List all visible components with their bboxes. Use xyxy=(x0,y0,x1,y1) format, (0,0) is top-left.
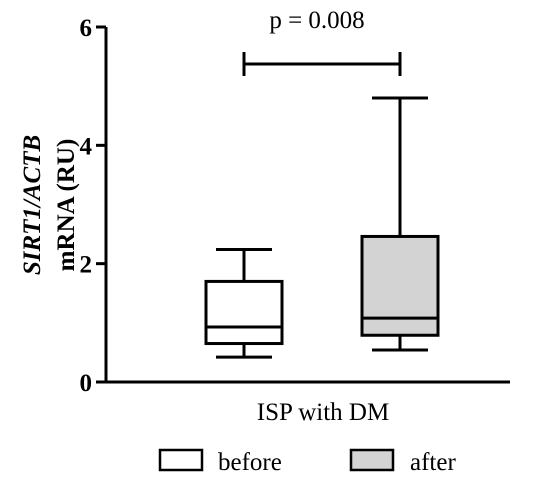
box-iqr xyxy=(360,234,440,337)
box-before xyxy=(204,247,284,359)
x-axis-label: ISP with DM xyxy=(257,399,389,426)
boxes xyxy=(204,96,440,359)
legend-label-after: after xyxy=(410,449,456,476)
y-ticks: 0 2 4 6 xyxy=(80,15,106,397)
box-after xyxy=(360,96,440,352)
y-axis-label: SIRT1/ACTB xyxy=(19,135,46,275)
legend-swatch-before xyxy=(158,448,204,472)
p-value-annotation: p = 0.008 xyxy=(269,7,364,34)
y-tick-label: 2 xyxy=(80,252,93,279)
axes xyxy=(104,27,510,384)
significance-bracket xyxy=(242,52,402,76)
y-axis-label-gene: SIRT1/ACTB xyxy=(19,135,46,275)
y-tick-label: 0 xyxy=(80,370,93,397)
box-iqr xyxy=(204,279,284,346)
y-axis-label-unit: mRNA (RU) xyxy=(53,139,80,272)
legend-label-before: before xyxy=(218,449,282,476)
legend: before after xyxy=(158,448,456,476)
y-tick-label: 6 xyxy=(80,15,93,42)
legend-swatch-after xyxy=(349,448,395,472)
y-tick-label: 4 xyxy=(80,133,93,160)
